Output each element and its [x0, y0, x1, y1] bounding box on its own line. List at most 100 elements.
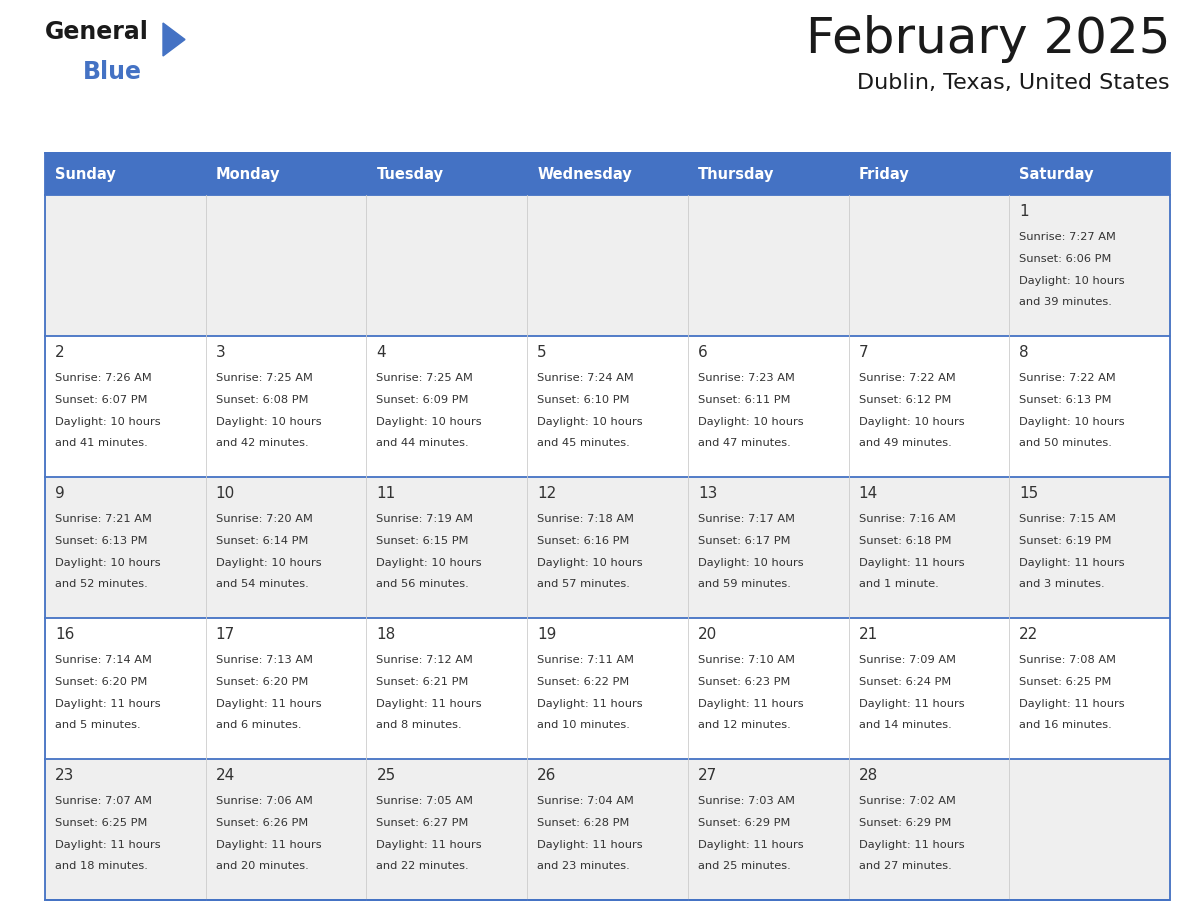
Text: and 42 minutes.: and 42 minutes. — [216, 438, 309, 448]
Text: Sunrise: 7:16 AM: Sunrise: 7:16 AM — [859, 514, 955, 524]
Bar — [206, 195, 366, 336]
Bar — [45, 618, 206, 759]
Text: 7: 7 — [859, 345, 868, 360]
Text: and 1 minute.: and 1 minute. — [859, 579, 939, 589]
Bar — [206, 477, 366, 618]
Bar — [45, 336, 206, 477]
Text: and 20 minutes.: and 20 minutes. — [216, 861, 309, 871]
Bar — [688, 477, 848, 618]
Text: 3: 3 — [216, 345, 226, 360]
Text: Sunset: 6:29 PM: Sunset: 6:29 PM — [859, 818, 950, 828]
Text: Daylight: 11 hours: Daylight: 11 hours — [537, 840, 643, 850]
Text: Daylight: 11 hours: Daylight: 11 hours — [55, 699, 160, 709]
Text: Daylight: 11 hours: Daylight: 11 hours — [1019, 558, 1125, 568]
Text: Daylight: 11 hours: Daylight: 11 hours — [697, 699, 803, 709]
Text: Tuesday: Tuesday — [377, 166, 443, 182]
Text: Sunrise: 7:25 AM: Sunrise: 7:25 AM — [377, 373, 473, 383]
Bar — [848, 618, 1010, 759]
Text: 26: 26 — [537, 768, 556, 783]
Text: 15: 15 — [1019, 486, 1038, 501]
Bar — [848, 153, 1010, 195]
Bar — [1010, 195, 1170, 336]
Bar — [1010, 336, 1170, 477]
Text: and 27 minutes.: and 27 minutes. — [859, 861, 952, 871]
Polygon shape — [163, 23, 185, 56]
Text: Sunset: 6:20 PM: Sunset: 6:20 PM — [55, 677, 147, 687]
Text: and 57 minutes.: and 57 minutes. — [537, 579, 630, 589]
Text: and 25 minutes.: and 25 minutes. — [697, 861, 790, 871]
Text: Sunset: 6:13 PM: Sunset: 6:13 PM — [1019, 395, 1112, 405]
Text: Sunset: 6:11 PM: Sunset: 6:11 PM — [697, 395, 790, 405]
Bar — [848, 195, 1010, 336]
Text: Daylight: 11 hours: Daylight: 11 hours — [377, 840, 482, 850]
Text: and 16 minutes.: and 16 minutes. — [1019, 720, 1112, 730]
Bar — [45, 477, 206, 618]
Text: Daylight: 10 hours: Daylight: 10 hours — [377, 558, 482, 568]
Text: Daylight: 11 hours: Daylight: 11 hours — [377, 699, 482, 709]
Text: 19: 19 — [537, 627, 556, 642]
Text: Sunrise: 7:23 AM: Sunrise: 7:23 AM — [697, 373, 795, 383]
Text: Sunset: 6:28 PM: Sunset: 6:28 PM — [537, 818, 630, 828]
Text: 12: 12 — [537, 486, 556, 501]
Text: Daylight: 11 hours: Daylight: 11 hours — [697, 840, 803, 850]
Text: Sunset: 6:16 PM: Sunset: 6:16 PM — [537, 536, 630, 546]
Text: Sunrise: 7:12 AM: Sunrise: 7:12 AM — [377, 655, 473, 665]
Text: and 14 minutes.: and 14 minutes. — [859, 720, 952, 730]
Bar — [848, 759, 1010, 900]
Text: Sunset: 6:26 PM: Sunset: 6:26 PM — [216, 818, 308, 828]
Text: Sunset: 6:08 PM: Sunset: 6:08 PM — [216, 395, 308, 405]
Text: Sunset: 6:23 PM: Sunset: 6:23 PM — [697, 677, 790, 687]
Text: Daylight: 11 hours: Daylight: 11 hours — [216, 699, 321, 709]
Text: Daylight: 11 hours: Daylight: 11 hours — [1019, 699, 1125, 709]
Bar — [206, 336, 366, 477]
Text: and 8 minutes.: and 8 minutes. — [377, 720, 462, 730]
Text: Daylight: 10 hours: Daylight: 10 hours — [537, 417, 643, 427]
Text: Sunrise: 7:08 AM: Sunrise: 7:08 AM — [1019, 655, 1117, 665]
Text: Sunrise: 7:07 AM: Sunrise: 7:07 AM — [55, 796, 152, 806]
Text: 22: 22 — [1019, 627, 1038, 642]
Text: Sunrise: 7:25 AM: Sunrise: 7:25 AM — [216, 373, 312, 383]
Text: 4: 4 — [377, 345, 386, 360]
Text: Sunset: 6:27 PM: Sunset: 6:27 PM — [377, 818, 469, 828]
Text: 21: 21 — [859, 627, 878, 642]
Text: Daylight: 11 hours: Daylight: 11 hours — [859, 558, 965, 568]
Text: Sunset: 6:18 PM: Sunset: 6:18 PM — [859, 536, 952, 546]
Text: Sunrise: 7:03 AM: Sunrise: 7:03 AM — [697, 796, 795, 806]
Text: Sunday: Sunday — [55, 166, 115, 182]
Text: Sunrise: 7:10 AM: Sunrise: 7:10 AM — [697, 655, 795, 665]
Text: and 52 minutes.: and 52 minutes. — [55, 579, 147, 589]
Text: Sunset: 6:13 PM: Sunset: 6:13 PM — [55, 536, 147, 546]
Text: and 45 minutes.: and 45 minutes. — [537, 438, 630, 448]
Bar — [45, 195, 206, 336]
Text: 11: 11 — [377, 486, 396, 501]
Bar — [45, 152, 1170, 159]
Text: Sunset: 6:24 PM: Sunset: 6:24 PM — [859, 677, 950, 687]
Text: Sunset: 6:07 PM: Sunset: 6:07 PM — [55, 395, 147, 405]
Text: Daylight: 11 hours: Daylight: 11 hours — [859, 699, 965, 709]
Text: Sunrise: 7:21 AM: Sunrise: 7:21 AM — [55, 514, 152, 524]
Text: Sunrise: 7:04 AM: Sunrise: 7:04 AM — [537, 796, 634, 806]
Text: Thursday: Thursday — [697, 166, 775, 182]
Bar — [206, 618, 366, 759]
Text: 13: 13 — [697, 486, 718, 501]
Text: Sunrise: 7:06 AM: Sunrise: 7:06 AM — [216, 796, 312, 806]
Bar — [45, 759, 206, 900]
Text: 27: 27 — [697, 768, 718, 783]
Text: Sunset: 6:21 PM: Sunset: 6:21 PM — [377, 677, 469, 687]
Text: Sunrise: 7:05 AM: Sunrise: 7:05 AM — [377, 796, 474, 806]
Bar — [527, 336, 688, 477]
Text: 18: 18 — [377, 627, 396, 642]
Text: Sunset: 6:06 PM: Sunset: 6:06 PM — [1019, 254, 1112, 264]
Text: Dublin, Texas, United States: Dublin, Texas, United States — [858, 73, 1170, 93]
Bar — [688, 618, 848, 759]
Text: Sunrise: 7:11 AM: Sunrise: 7:11 AM — [537, 655, 634, 665]
Bar — [1010, 618, 1170, 759]
Text: and 41 minutes.: and 41 minutes. — [55, 438, 147, 448]
Bar — [688, 336, 848, 477]
Text: and 23 minutes.: and 23 minutes. — [537, 861, 630, 871]
Text: Wednesday: Wednesday — [537, 166, 632, 182]
Text: 25: 25 — [377, 768, 396, 783]
Text: Daylight: 10 hours: Daylight: 10 hours — [697, 417, 803, 427]
Text: 2: 2 — [55, 345, 64, 360]
Bar — [206, 153, 366, 195]
